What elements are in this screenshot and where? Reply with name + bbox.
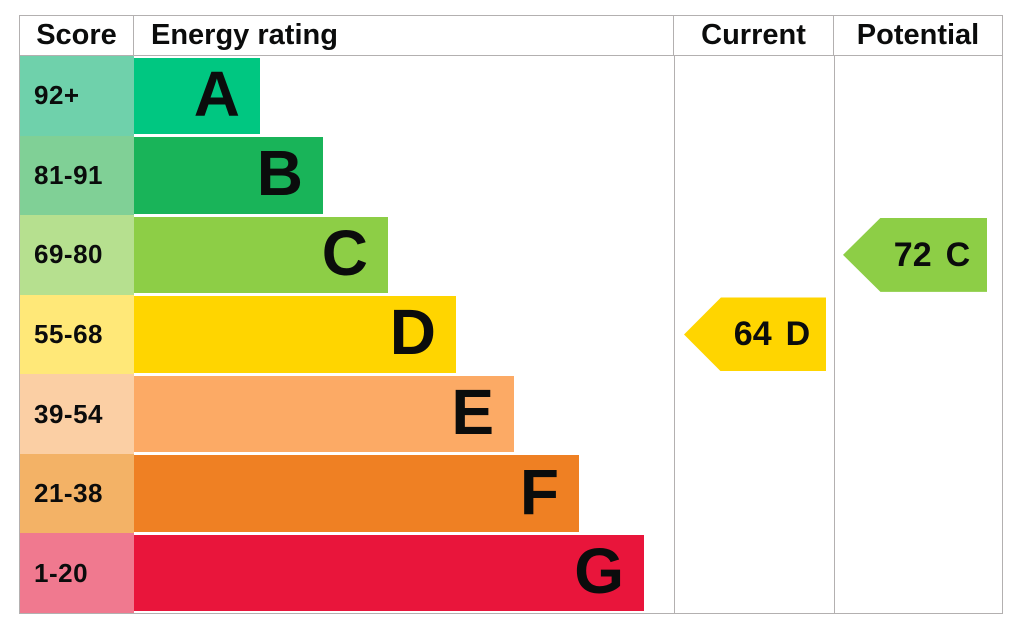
rating-cell: E bbox=[134, 374, 674, 454]
band-letter: B bbox=[256, 137, 303, 210]
score-cell: 39-54 bbox=[20, 374, 134, 454]
potential-band-letter: C bbox=[945, 235, 971, 274]
band-letter: G bbox=[574, 535, 624, 608]
band-letter: C bbox=[321, 216, 368, 289]
current-cell bbox=[674, 453, 834, 534]
rating-bar-f: F bbox=[134, 455, 579, 532]
rating-bar-d: D bbox=[134, 296, 456, 373]
score-cell: 21-38 bbox=[20, 453, 134, 534]
rating-bar-b: B bbox=[134, 137, 323, 214]
rating-cell: B bbox=[134, 136, 674, 216]
current-cell bbox=[674, 533, 834, 613]
band-letter: E bbox=[451, 376, 494, 449]
band-row-e: 39-54 E bbox=[20, 374, 1002, 454]
potential-cell bbox=[834, 374, 1002, 454]
header-score-label: Score bbox=[20, 16, 134, 55]
rating-bar-g: G bbox=[134, 534, 644, 612]
rating-bar-c: C bbox=[134, 216, 388, 294]
score-cell: 1-20 bbox=[20, 533, 134, 613]
header-potential-label: Potential bbox=[856, 19, 980, 51]
header-rating-label: Energy rating bbox=[134, 16, 674, 55]
potential-score-value: 72 bbox=[893, 235, 932, 274]
band-row-d: 55-68 D 64 D bbox=[20, 294, 1002, 375]
current-cell bbox=[674, 215, 834, 295]
score-cell: 69-80 bbox=[20, 215, 134, 295]
current-rating-arrow: 64 D bbox=[684, 297, 826, 372]
potential-cell bbox=[834, 453, 1002, 534]
rating-cell: D bbox=[134, 295, 674, 375]
header-row: Score Energy rating Current Potential bbox=[20, 16, 1002, 56]
band-letter: F bbox=[519, 455, 559, 528]
rating-cell: F bbox=[134, 454, 674, 534]
header-current-label: Current bbox=[674, 16, 834, 55]
potential-rating-arrow: 72 C bbox=[843, 217, 987, 292]
current-score-value: 64 bbox=[733, 315, 772, 354]
band-row-b: 81-91 B bbox=[20, 135, 1002, 216]
rating-cell: G bbox=[134, 533, 674, 613]
score-cell: 55-68 bbox=[20, 294, 134, 375]
potential-cell bbox=[834, 294, 1002, 375]
current-band-letter: D bbox=[785, 315, 811, 354]
band-letter: A bbox=[193, 57, 240, 130]
current-cell bbox=[674, 56, 834, 136]
rating-bar-a: A bbox=[134, 57, 260, 135]
band-row-g: 1-20 G bbox=[20, 533, 1002, 613]
rating-cell: C bbox=[134, 215, 674, 295]
rating-bar-e: E bbox=[134, 375, 514, 453]
epc-rating-chart: Score Energy rating Current Potential 92… bbox=[19, 15, 1003, 614]
current-cell: 64 D bbox=[674, 294, 834, 375]
band-row-f: 21-38 F bbox=[20, 453, 1002, 534]
score-cell: 81-91 bbox=[20, 135, 134, 216]
potential-cell: 72 C bbox=[834, 215, 1002, 295]
potential-cell bbox=[834, 56, 1002, 136]
rating-cell: A bbox=[134, 56, 674, 136]
current-cell bbox=[674, 374, 834, 454]
band-letter: D bbox=[389, 296, 436, 369]
band-rows: 92+ A 81-91 B 69-80 bbox=[20, 56, 1002, 613]
band-row-a: 92+ A bbox=[20, 56, 1002, 136]
potential-cell bbox=[834, 533, 1002, 613]
current-cell bbox=[674, 135, 834, 216]
score-cell: 92+ bbox=[20, 56, 134, 136]
band-row-c: 69-80 C 72 C bbox=[20, 215, 1002, 295]
potential-cell bbox=[834, 135, 1002, 216]
